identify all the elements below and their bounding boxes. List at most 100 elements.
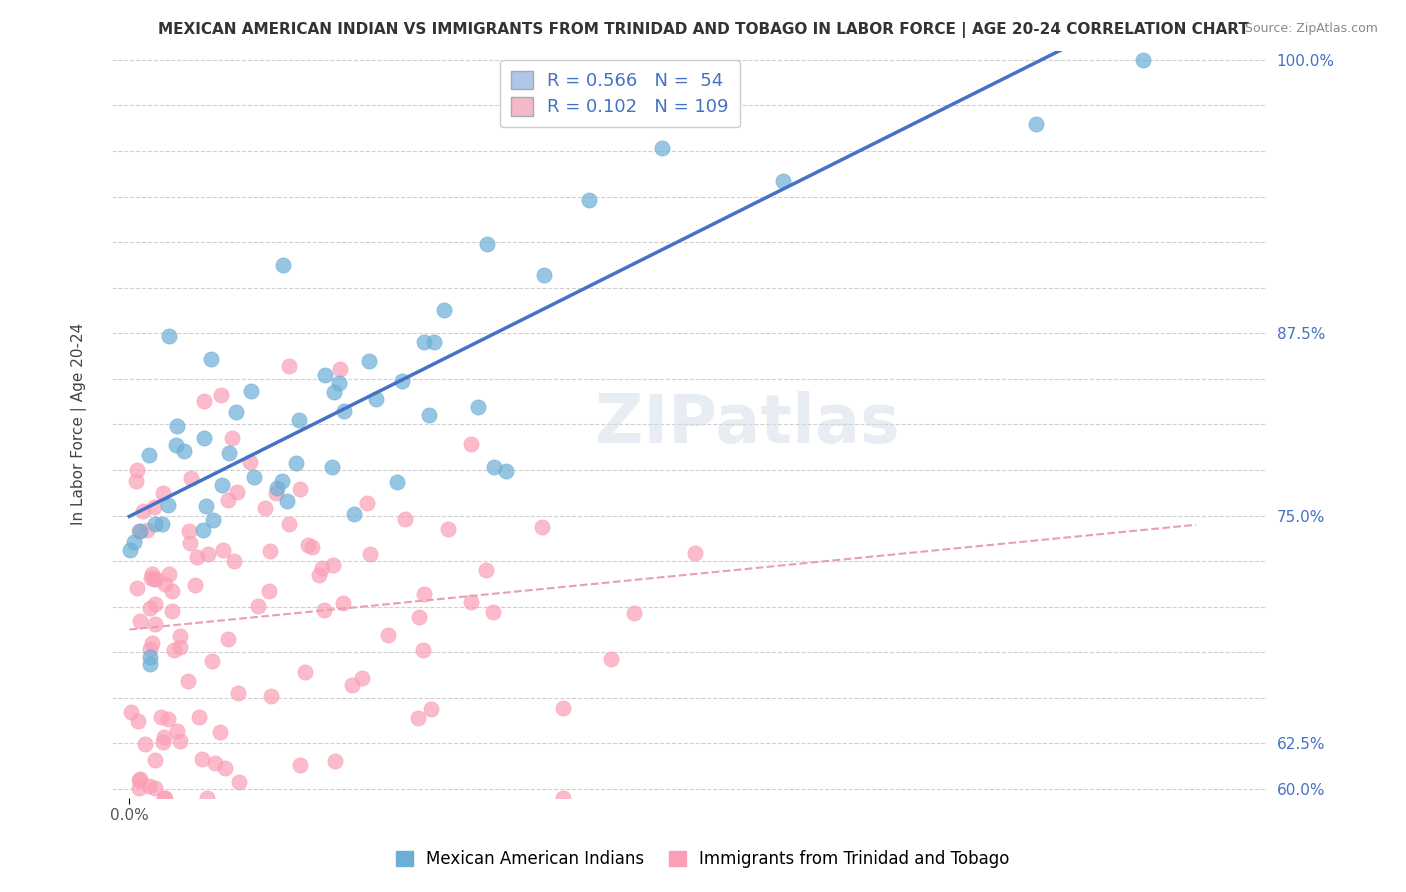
Point	[391, 374, 413, 388]
Point	[356, 496, 378, 510]
Point	[271, 258, 294, 272]
Point	[157, 567, 180, 582]
Point	[314, 603, 336, 617]
Point	[218, 445, 240, 459]
Point	[169, 640, 191, 655]
Point	[138, 449, 160, 463]
Point	[413, 587, 436, 601]
Point	[260, 689, 283, 703]
Point	[138, 601, 160, 615]
Point	[408, 610, 430, 624]
Point	[139, 657, 162, 672]
Point	[157, 712, 180, 726]
Point	[143, 617, 166, 632]
Point	[328, 376, 350, 391]
Point	[128, 524, 150, 538]
Point	[142, 573, 165, 587]
Point	[357, 354, 380, 368]
Point	[179, 536, 201, 550]
Point	[308, 567, 330, 582]
Point	[301, 540, 323, 554]
Point	[314, 368, 336, 382]
Point	[152, 486, 174, 500]
Point	[187, 710, 209, 724]
Point	[475, 237, 498, 252]
Point	[135, 523, 157, 537]
Text: ZIPatlas: ZIPatlas	[595, 392, 900, 458]
Point	[294, 665, 316, 679]
Point	[484, 460, 506, 475]
Point	[142, 500, 165, 515]
Point	[153, 730, 176, 744]
Point	[141, 636, 163, 650]
Point	[1025, 117, 1047, 131]
Point	[150, 516, 173, 531]
Point	[183, 578, 205, 592]
Point	[143, 597, 166, 611]
Point	[342, 507, 364, 521]
Point	[176, 673, 198, 688]
Point	[138, 650, 160, 665]
Point	[209, 725, 232, 739]
Point	[138, 642, 160, 657]
Point	[134, 737, 156, 751]
Point	[323, 754, 346, 768]
Point	[239, 455, 262, 469]
Point	[246, 599, 269, 614]
Point	[340, 678, 363, 692]
Point	[120, 543, 142, 558]
Point	[364, 392, 387, 406]
Point	[221, 431, 243, 445]
Point	[153, 577, 176, 591]
Point	[197, 547, 219, 561]
Point	[460, 594, 482, 608]
Point	[321, 460, 343, 475]
Point	[186, 550, 208, 565]
Point	[143, 753, 166, 767]
Point	[530, 520, 553, 534]
Point	[125, 474, 148, 488]
Point	[153, 791, 176, 805]
Point	[169, 629, 191, 643]
Point	[329, 361, 352, 376]
Point	[254, 501, 277, 516]
Point	[288, 482, 311, 496]
Point	[214, 762, 236, 776]
Point	[332, 404, 354, 418]
Point	[276, 493, 298, 508]
Point	[423, 334, 446, 349]
Y-axis label: In Labor Force | Age 20-24: In Labor Force | Age 20-24	[72, 323, 87, 525]
Point	[145, 780, 167, 795]
Point	[163, 642, 186, 657]
Point	[475, 563, 498, 577]
Point	[162, 604, 184, 618]
Point	[225, 484, 247, 499]
Point	[683, 546, 706, 560]
Point	[257, 583, 280, 598]
Point	[332, 597, 354, 611]
Point	[385, 475, 408, 489]
Point	[152, 791, 174, 805]
Point	[224, 554, 246, 568]
Point	[152, 735, 174, 749]
Point	[651, 141, 673, 155]
Point	[193, 431, 215, 445]
Legend: R = 0.566   N =  54, R = 0.102   N = 109: R = 0.566 N = 54, R = 0.102 N = 109	[501, 60, 740, 128]
Point	[377, 628, 399, 642]
Point	[173, 443, 195, 458]
Point	[132, 504, 155, 518]
Point	[242, 470, 264, 484]
Point	[197, 791, 219, 805]
Point	[285, 456, 308, 470]
Point	[139, 571, 162, 585]
Point	[406, 711, 429, 725]
Point	[599, 652, 621, 666]
Point	[228, 775, 250, 789]
Point	[202, 513, 225, 527]
Point	[157, 329, 180, 343]
Point	[129, 614, 152, 628]
Text: MEXICAN AMERICAN INDIAN VS IMMIGRANTS FROM TRINIDAD AND TOBAGO IN LABOR FORCE | : MEXICAN AMERICAN INDIAN VS IMMIGRANTS FR…	[157, 22, 1249, 38]
Point	[191, 523, 214, 537]
Point	[226, 685, 249, 699]
Point	[311, 561, 333, 575]
